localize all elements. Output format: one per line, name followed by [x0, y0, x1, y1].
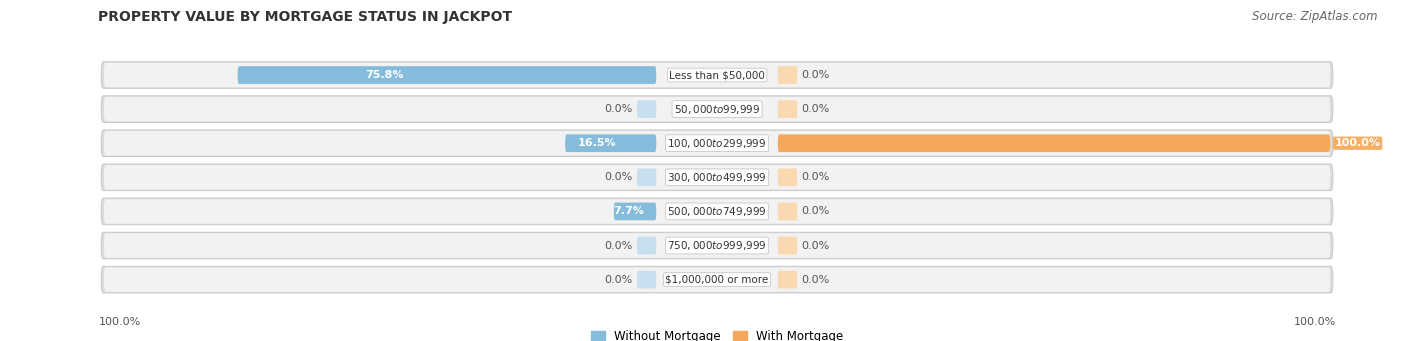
Text: $100,000 to $299,999: $100,000 to $299,999 [668, 137, 766, 150]
Text: 0.0%: 0.0% [605, 172, 633, 182]
FancyBboxPatch shape [778, 66, 797, 84]
FancyBboxPatch shape [778, 168, 797, 186]
FancyBboxPatch shape [101, 96, 1333, 122]
Text: PROPERTY VALUE BY MORTGAGE STATUS IN JACKPOT: PROPERTY VALUE BY MORTGAGE STATUS IN JAC… [98, 10, 513, 24]
FancyBboxPatch shape [778, 271, 797, 288]
Text: 100.0%: 100.0% [1334, 138, 1381, 148]
FancyBboxPatch shape [778, 100, 797, 118]
FancyBboxPatch shape [101, 232, 1333, 259]
Text: 0.0%: 0.0% [801, 104, 830, 114]
Text: $750,000 to $999,999: $750,000 to $999,999 [668, 239, 766, 252]
FancyBboxPatch shape [101, 198, 1333, 225]
FancyBboxPatch shape [238, 66, 657, 84]
Text: 75.8%: 75.8% [366, 70, 404, 80]
FancyBboxPatch shape [778, 203, 797, 220]
Text: Source: ZipAtlas.com: Source: ZipAtlas.com [1253, 10, 1378, 23]
FancyBboxPatch shape [104, 165, 1330, 190]
FancyBboxPatch shape [101, 266, 1333, 293]
FancyBboxPatch shape [104, 131, 1330, 155]
FancyBboxPatch shape [104, 63, 1330, 87]
FancyBboxPatch shape [637, 100, 657, 118]
Text: $50,000 to $99,999: $50,000 to $99,999 [673, 103, 761, 116]
FancyBboxPatch shape [778, 134, 1330, 152]
FancyBboxPatch shape [101, 130, 1333, 157]
FancyBboxPatch shape [104, 267, 1330, 292]
FancyBboxPatch shape [104, 97, 1330, 121]
Text: 7.7%: 7.7% [613, 206, 644, 217]
Text: 0.0%: 0.0% [801, 206, 830, 217]
Legend: Without Mortgage, With Mortgage: Without Mortgage, With Mortgage [586, 326, 848, 341]
FancyBboxPatch shape [637, 168, 657, 186]
Text: 0.0%: 0.0% [801, 275, 830, 285]
Text: 0.0%: 0.0% [605, 240, 633, 251]
FancyBboxPatch shape [104, 199, 1330, 224]
FancyBboxPatch shape [101, 62, 1333, 88]
Text: 0.0%: 0.0% [605, 104, 633, 114]
Text: $1,000,000 or more: $1,000,000 or more [665, 275, 769, 285]
FancyBboxPatch shape [637, 271, 657, 288]
Text: $300,000 to $499,999: $300,000 to $499,999 [668, 171, 766, 184]
FancyBboxPatch shape [565, 134, 657, 152]
FancyBboxPatch shape [101, 164, 1333, 191]
Text: 16.5%: 16.5% [578, 138, 616, 148]
FancyBboxPatch shape [637, 237, 657, 254]
Text: 0.0%: 0.0% [605, 275, 633, 285]
Text: 100.0%: 100.0% [98, 317, 141, 327]
Text: 0.0%: 0.0% [801, 172, 830, 182]
Text: $500,000 to $749,999: $500,000 to $749,999 [668, 205, 766, 218]
FancyBboxPatch shape [778, 237, 797, 254]
Text: Less than $50,000: Less than $50,000 [669, 70, 765, 80]
Text: 100.0%: 100.0% [1294, 317, 1336, 327]
FancyBboxPatch shape [614, 203, 657, 220]
Text: 0.0%: 0.0% [801, 240, 830, 251]
Text: 0.0%: 0.0% [801, 70, 830, 80]
FancyBboxPatch shape [104, 233, 1330, 258]
